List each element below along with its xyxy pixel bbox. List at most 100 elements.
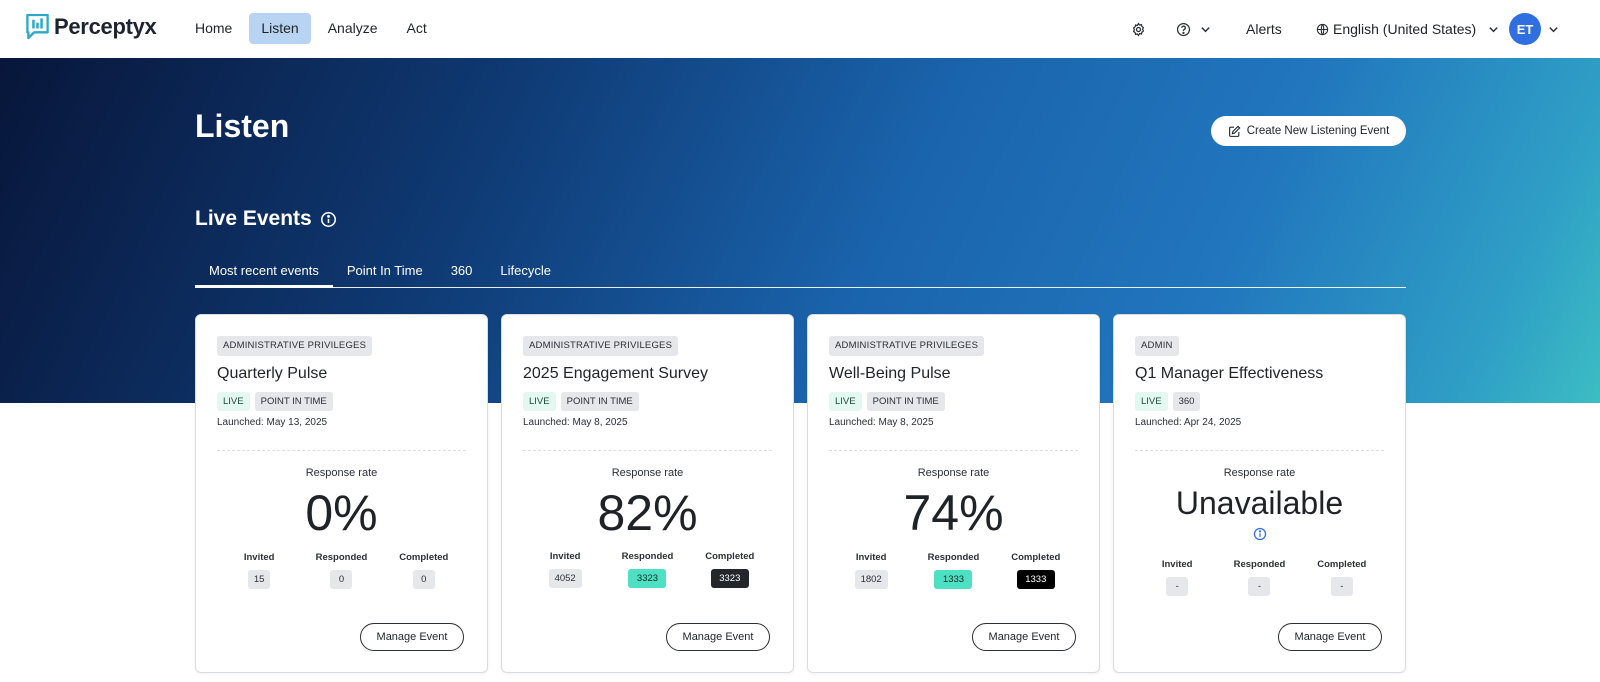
- main-nav: Home Listen Analyze Act: [183, 13, 444, 44]
- stat-value: 3323: [628, 569, 667, 588]
- manage-event-button[interactable]: Manage Event: [666, 623, 770, 651]
- status-badge: LIVE: [1135, 392, 1168, 411]
- card-divider: [217, 450, 466, 451]
- event-title: 2025 Engagement Survey: [523, 365, 709, 382]
- stat-label: Completed: [705, 551, 755, 562]
- help-menu-button[interactable]: [1176, 0, 1211, 58]
- nav-home[interactable]: Home: [195, 20, 233, 36]
- brand-logo[interactable]: Perceptyx: [25, 14, 157, 40]
- perceptyx-logo-icon: [26, 14, 49, 40]
- stat-value: -: [1248, 577, 1271, 596]
- event-type-badge: 360: [1172, 392, 1201, 411]
- permission-tag: ADMINISTRATIVE PRIVILEGES: [829, 336, 985, 356]
- nav-act[interactable]: Act: [406, 20, 427, 36]
- event-pills: LIVE POINT IN TIME: [523, 392, 644, 411]
- alerts-link[interactable]: Alerts: [1246, 21, 1282, 37]
- event-type-badge: POINT IN TIME: [254, 392, 333, 411]
- event-title: Quarterly Pulse: [217, 365, 328, 382]
- language-selector[interactable]: English (United States): [1316, 0, 1499, 58]
- stat-label: Responded: [1233, 559, 1286, 570]
- stat-invited: Invited 4052: [525, 551, 605, 588]
- stat-value: 3323: [710, 569, 749, 588]
- response-rate-label: Response rate: [611, 467, 684, 479]
- event-card: ADMINISTRATIVE PRIVILEGES Quarterly Puls…: [195, 314, 488, 673]
- stat-value: 0: [412, 570, 435, 589]
- response-rate-info[interactable]: [1114, 527, 1405, 541]
- create-listening-event-button[interactable]: Create New Listening Event: [1211, 116, 1406, 146]
- event-card: ADMINISTRATIVE PRIVILEGES 2025 Engagemen…: [501, 314, 794, 673]
- manage-event-button[interactable]: Manage Event: [1278, 623, 1382, 651]
- help-icon: [1176, 22, 1191, 36]
- status-badge: LIVE: [523, 392, 556, 411]
- response-rate-label: Response rate: [1223, 467, 1296, 479]
- response-rate-value: 74%: [903, 485, 1004, 541]
- status-badge: LIVE: [217, 392, 250, 411]
- stat-invited: Invited 15: [219, 552, 299, 589]
- stat-completed: Completed 3323: [690, 551, 770, 588]
- chevron-down-icon: [1489, 26, 1498, 32]
- nav-analyze[interactable]: Analyze: [327, 20, 378, 36]
- gear-icon: [1132, 21, 1145, 37]
- brand-name: Perceptyx: [54, 14, 157, 39]
- stat-responded: Responded 0: [301, 552, 381, 589]
- nav-listen[interactable]: Listen: [249, 13, 311, 44]
- permission-tag: ADMINISTRATIVE PRIVILEGES: [523, 336, 679, 356]
- stat-label: Completed: [1317, 559, 1367, 570]
- event-card: ADMINISTRATIVE PRIVILEGES Well-Being Pul…: [807, 314, 1100, 673]
- tab-most-recent-events[interactable]: Most recent events: [195, 258, 333, 288]
- event-tabs: Most recent events Point In Time 360 Lif…: [195, 258, 1406, 288]
- avatar: ET: [1509, 13, 1541, 45]
- permission-tag: ADMIN: [1135, 336, 1179, 356]
- language-label: English (United States): [1333, 21, 1477, 37]
- top-navigation-bar: Perceptyx Home Listen Analyze Act Alerts…: [0, 0, 1600, 58]
- stat-label: Responded: [621, 551, 674, 562]
- chevron-down-icon: [1549, 26, 1558, 32]
- section-title-text: Live Events: [195, 207, 312, 230]
- launched-date: Launched: May 13, 2025: [217, 417, 328, 428]
- event-pills: LIVE 360: [1135, 392, 1205, 411]
- tab-point-in-time[interactable]: Point In Time: [346, 263, 423, 278]
- response-rate-value: 0%: [305, 485, 378, 541]
- stat-completed: Completed 1333: [996, 552, 1076, 589]
- response-rate-label: Response rate: [917, 467, 990, 479]
- edit-icon: [1228, 125, 1241, 137]
- manage-event-button[interactable]: Manage Event: [972, 623, 1076, 651]
- stat-label: Invited: [243, 552, 275, 563]
- card-divider: [523, 450, 772, 451]
- stat-completed: Completed -: [1302, 559, 1382, 596]
- stat-value: 0: [330, 570, 353, 589]
- permission-tag: ADMINISTRATIVE PRIVILEGES: [217, 336, 373, 356]
- response-rate-label: Response rate: [305, 467, 378, 479]
- event-pills: LIVE POINT IN TIME: [829, 392, 950, 411]
- manage-event-button[interactable]: Manage Event: [360, 623, 464, 651]
- event-type-badge: POINT IN TIME: [560, 392, 639, 411]
- launched-date: Launched: May 8, 2025: [829, 417, 934, 428]
- stat-label: Responded: [315, 552, 368, 563]
- response-rate-value: Unavailable: [1175, 485, 1344, 521]
- stat-completed: Completed 0: [384, 552, 464, 589]
- tab-360[interactable]: 360: [450, 263, 473, 278]
- page-title: Listen: [195, 108, 290, 144]
- stat-responded: Responded -: [1219, 559, 1299, 596]
- stat-value: 1802: [854, 570, 888, 589]
- stat-label: Completed: [1011, 552, 1061, 563]
- user-menu[interactable]: ET: [1509, 0, 1559, 58]
- event-card: ADMIN Q1 Manager Effectiveness LIVE 360 …: [1113, 314, 1406, 673]
- info-icon[interactable]: [320, 211, 337, 228]
- event-stats: Invited 4052 Responded 3323 Completed 33…: [502, 551, 793, 588]
- stat-invited: Invited -: [1137, 559, 1217, 596]
- stat-invited: Invited 1802: [831, 552, 911, 589]
- event-type-badge: POINT IN TIME: [866, 392, 945, 411]
- card-divider: [829, 450, 1078, 451]
- event-title: Well-Being Pulse: [829, 365, 951, 382]
- status-badge: LIVE: [829, 392, 862, 411]
- settings-button[interactable]: [1131, 0, 1146, 58]
- chevron-down-icon: [1201, 26, 1210, 32]
- stat-value: 1333: [1016, 570, 1055, 589]
- stat-value: -: [1166, 577, 1189, 596]
- event-stats: Invited 1802 Responded 1333 Completed 13…: [808, 552, 1099, 589]
- tab-lifecycle[interactable]: Lifecycle: [500, 263, 551, 278]
- stat-label: Invited: [549, 551, 581, 562]
- stat-value: 15: [247, 570, 271, 589]
- launched-date: Launched: Apr 24, 2025: [1135, 417, 1242, 428]
